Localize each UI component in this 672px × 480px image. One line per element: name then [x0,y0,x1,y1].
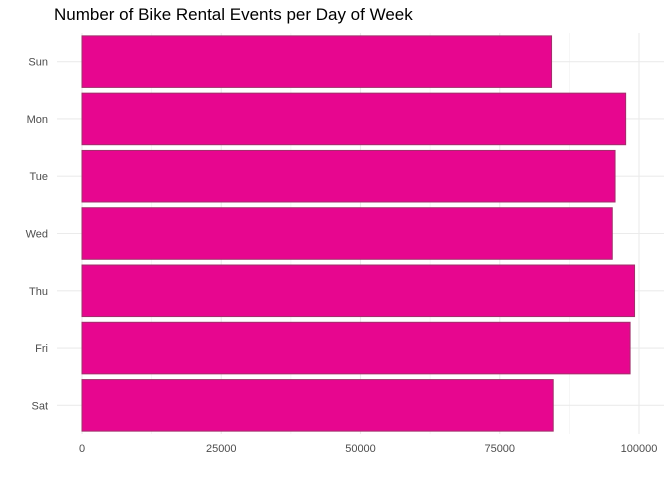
x-tick-label: 0 [79,443,85,455]
x-tick-label: 75000 [484,443,515,455]
bar-wed [81,207,613,260]
bars [81,35,636,432]
y-tick-label-tue: Tue [29,171,48,183]
bar-thu [81,264,636,318]
x-tick-label: 100000 [621,443,658,455]
bar-sat [81,379,554,432]
x-axis-labels: 0 25000 50000 75000 100000 [79,443,657,455]
x-tick-label: 25000 [206,443,237,455]
y-axis-labels: Sun Mon Tue Wed Thu Fri Sat [26,57,48,413]
y-tick-label-sun: Sun [28,57,48,69]
chart-title: Number of Bike Rental Events per Day of … [54,5,413,24]
y-tick-label-thu: Thu [29,286,48,298]
bar-sun [81,35,553,88]
x-tick-label: 50000 [345,443,376,455]
y-tick-label-sat: Sat [31,400,48,412]
bar-tue [81,149,616,203]
y-tick-label-mon: Mon [27,114,48,126]
bar-fri [81,321,631,375]
y-tick-label-wed: Wed [26,229,48,241]
y-tick-label-fri: Fri [35,343,48,355]
bar-mon [81,92,627,146]
